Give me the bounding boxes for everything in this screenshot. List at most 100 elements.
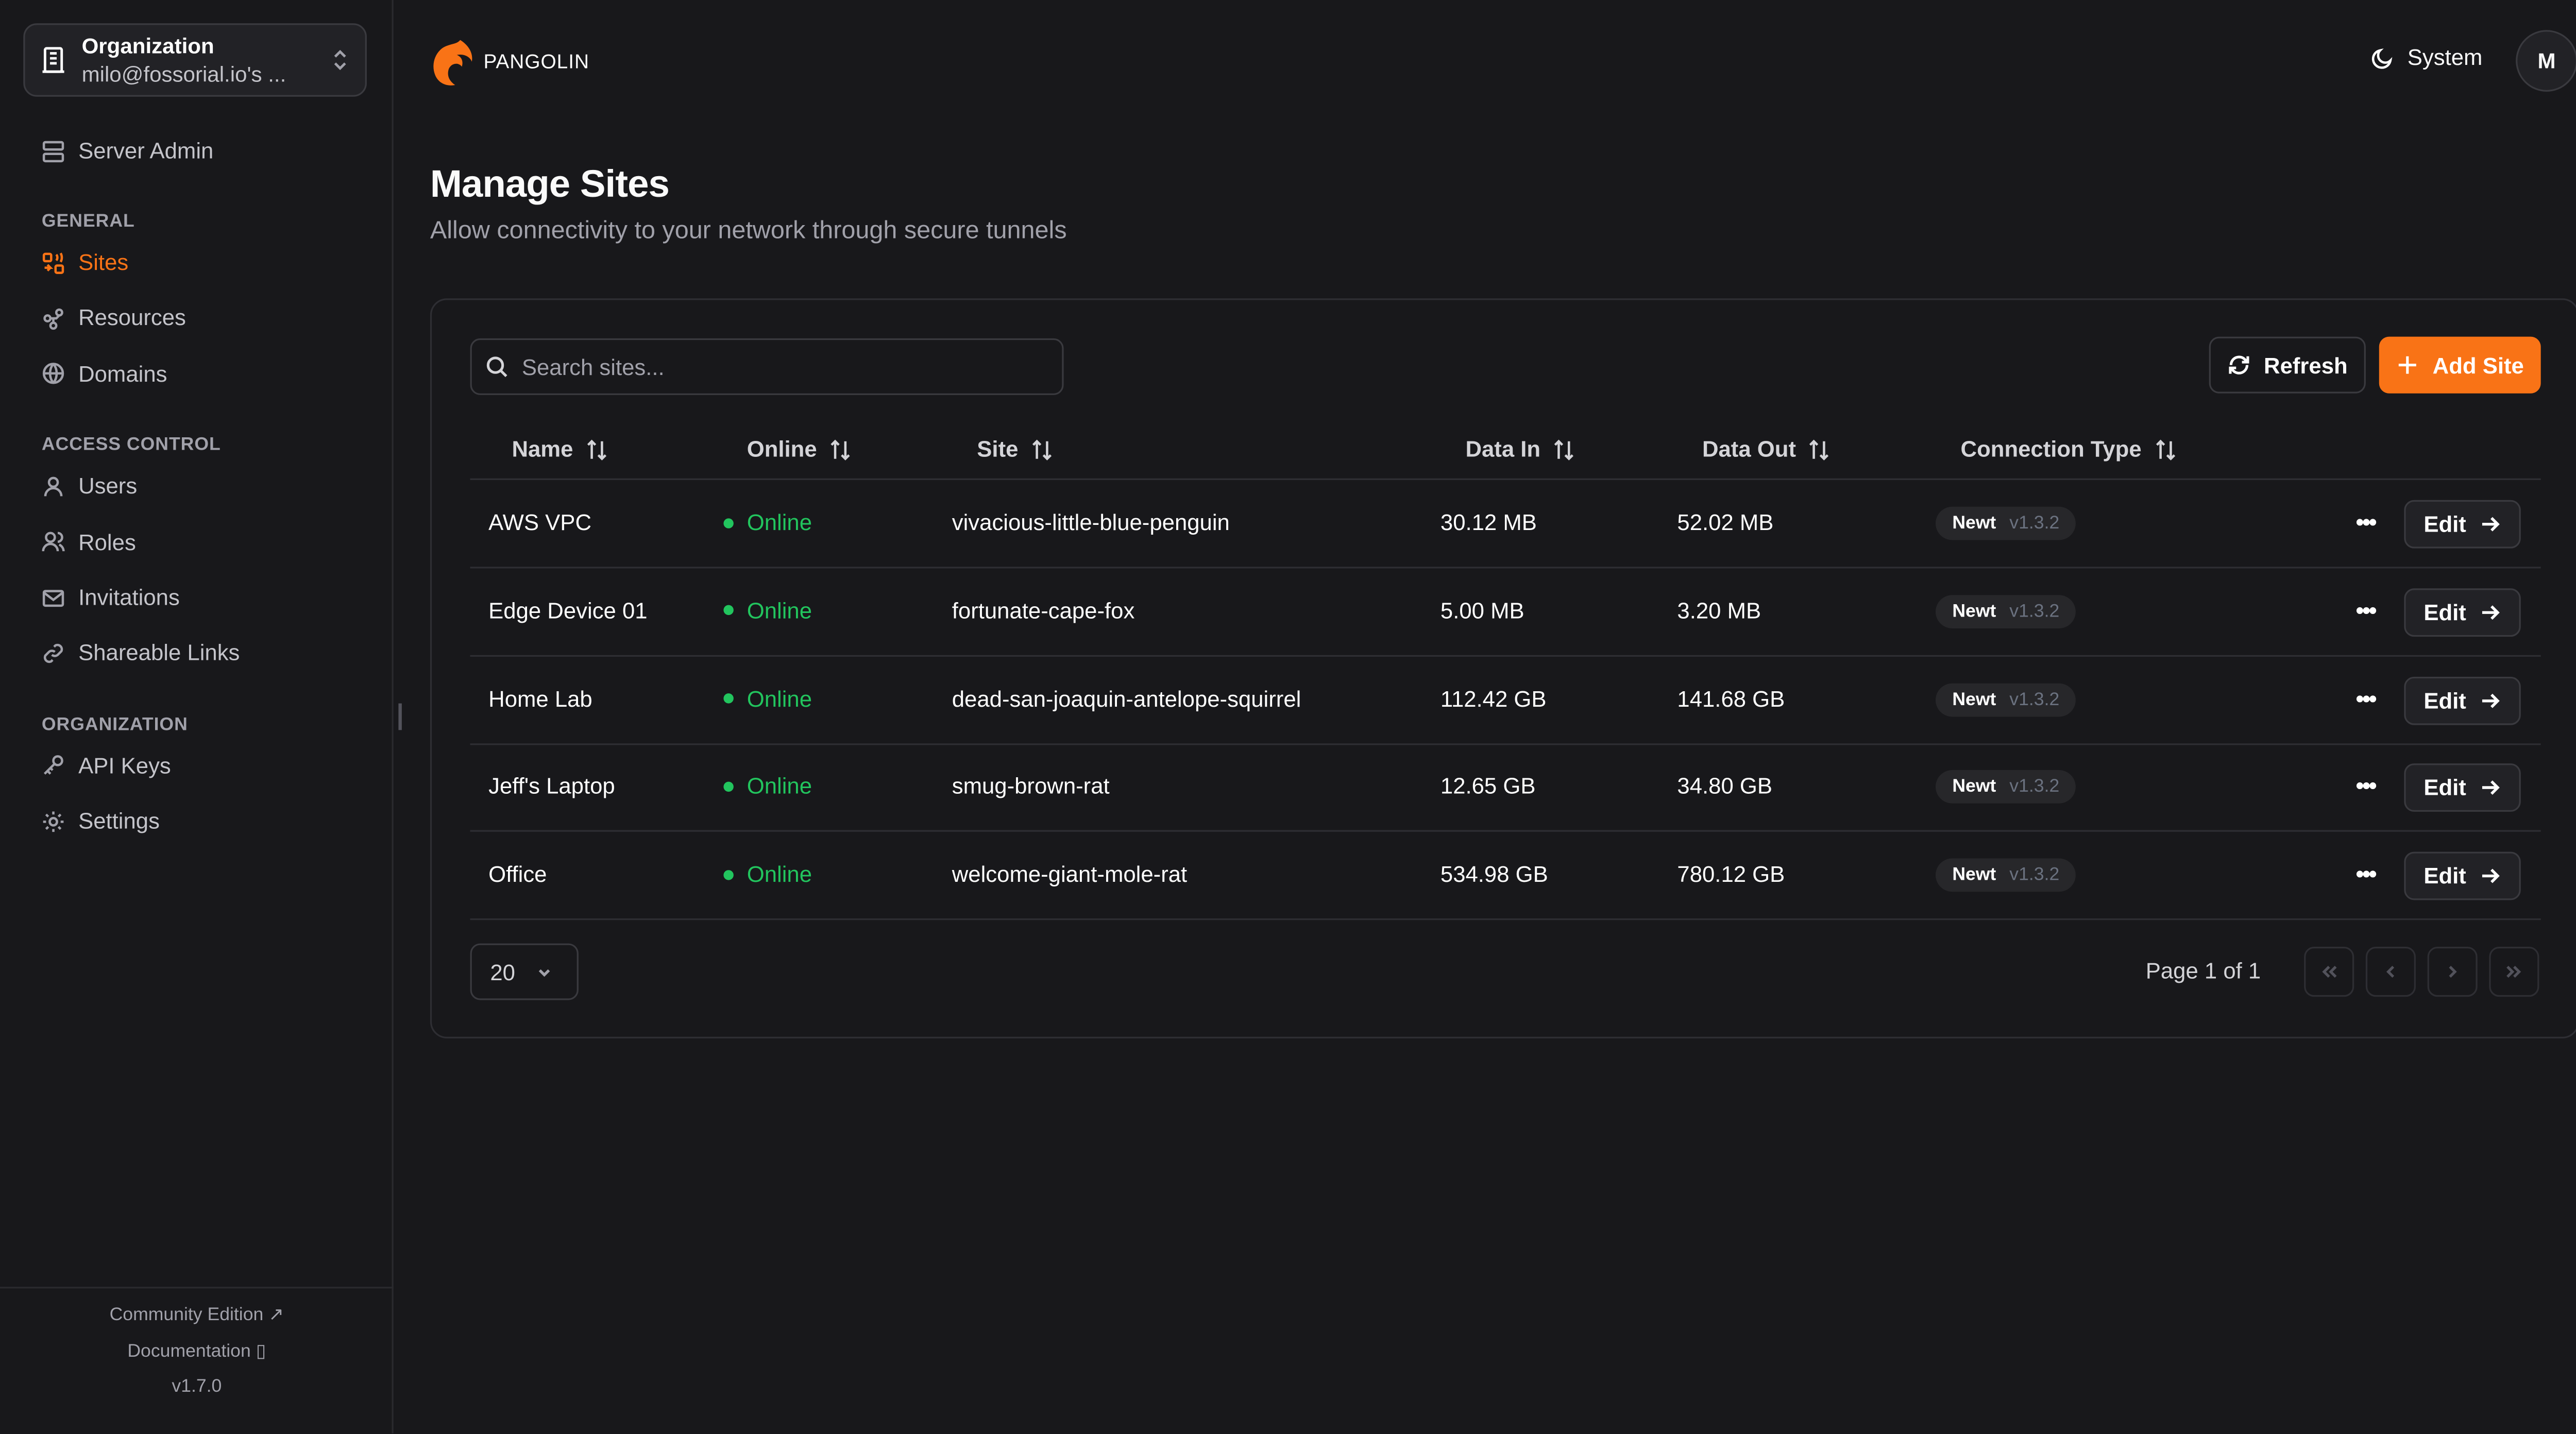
data-out: 3.20 MB (1677, 598, 1761, 623)
last-page-button[interactable] (2489, 947, 2539, 997)
user-icon (44, 476, 63, 496)
sidebar-item-domains[interactable]: Domains (42, 361, 167, 387)
status-badge: Online (723, 598, 812, 623)
sidebar-item-label: Settings (78, 809, 160, 834)
documentation-link[interactable]: Documentation ▯ (0, 1340, 394, 1362)
server-icon (42, 140, 64, 162)
section-general: GENERAL (41, 211, 135, 232)
connection-type: Newt (1952, 865, 1996, 885)
connection-type-badge: Newt v1.3.2 (1935, 771, 2076, 805)
sidebar-item-label: Users (78, 473, 138, 499)
status-dot-icon (723, 693, 734, 704)
site-id: welcome-giant-mole-rat (952, 862, 1188, 887)
sidebar-item-label: Domains (78, 361, 167, 387)
first-page-button[interactable] (2304, 947, 2354, 997)
add-site-label: Add Site (2432, 352, 2524, 378)
chevrons-up-down-icon (334, 49, 346, 71)
sidebar-item-label: Shareable Links (78, 640, 240, 666)
edit-label: Edit (2424, 863, 2466, 889)
column-label: Data In (1465, 436, 1541, 462)
sidebar-item-roles[interactable]: Roles (42, 530, 136, 554)
table-row: AWS VPC Online vivacious-little-blue-pen… (470, 480, 2541, 569)
search-icon (486, 356, 507, 378)
sort-icon (1554, 438, 1574, 460)
sites-icon (42, 251, 64, 274)
site-name: Office (488, 862, 547, 887)
connection-type: Newt (1952, 513, 1996, 534)
table-row: Office Online welcome-giant-mole-rat 534… (470, 832, 2541, 920)
page-size-select[interactable]: 20 (470, 943, 579, 1000)
more-actions-button[interactable]: ••• (2355, 860, 2377, 887)
edit-button[interactable]: Edit (2404, 588, 2521, 637)
avatar[interactable]: M (2516, 30, 2576, 92)
connection-type: Newt (1952, 601, 1996, 622)
connection-version: v1.3.2 (2009, 865, 2060, 885)
column-site[interactable]: Site (977, 437, 1053, 462)
column-online[interactable]: Online (747, 437, 852, 462)
sidebar-item-api-keys[interactable]: API Keys (42, 753, 171, 778)
sidebar-item-server-admin[interactable]: Server Admin (42, 139, 213, 163)
community-edition-link[interactable]: Community Edition ↗ (0, 1304, 394, 1325)
edit-button[interactable]: Edit (2404, 676, 2521, 725)
org-label: Organization (81, 33, 214, 59)
docs-label: Documentation (127, 1341, 251, 1362)
refresh-button[interactable]: Refresh (2209, 336, 2366, 394)
sidebar-item-settings[interactable]: Settings (42, 809, 160, 834)
prev-page-button[interactable] (2365, 947, 2416, 997)
sidebar-item-shareable-links[interactable]: Shareable Links (42, 640, 240, 666)
data-in: 112.42 GB (1440, 686, 1547, 711)
column-data-in[interactable]: Data In (1465, 437, 1575, 462)
sidebar-item-resources[interactable]: Resources (42, 305, 186, 331)
version-label: v1.7.0 (172, 1376, 222, 1397)
more-actions-button[interactable]: ••• (2355, 596, 2377, 623)
status-badge: Online (723, 774, 812, 799)
next-page-button[interactable] (2427, 947, 2478, 997)
connection-type-badge: Newt v1.3.2 (1935, 594, 2076, 628)
sidebar: Organization milo@fossorial.io's ... Serv… (0, 0, 394, 1433)
book-icon: ▯ (256, 1341, 266, 1362)
refresh-label: Refresh (2264, 352, 2348, 378)
more-actions-button[interactable]: ••• (2355, 772, 2377, 799)
column-data-out[interactable]: Data Out (1702, 437, 1831, 462)
theme-toggle[interactable]: System (2371, 45, 2483, 70)
status-badge: Online (723, 686, 812, 711)
chevrons-left-icon (2322, 966, 2337, 978)
sites-card: Search sites... Refresh Add Site Name Onl… (430, 298, 2576, 1039)
arrow-right-icon (2482, 517, 2500, 532)
sidebar-resize-handle[interactable] (398, 703, 402, 730)
connection-version: v1.3.2 (2009, 777, 2060, 798)
sort-icon (587, 438, 606, 460)
sort-icon (1809, 438, 1829, 460)
status-label: Online (747, 686, 812, 711)
org-selector[interactable]: Organization milo@fossorial.io's ... (23, 23, 367, 97)
sidebar-item-label: API Keys (78, 753, 171, 778)
sort-icon (831, 438, 850, 460)
page-subtitle: Allow connectivity to your network throu… (430, 216, 1067, 245)
gear-icon (43, 811, 64, 832)
add-site-button[interactable]: Add Site (2379, 336, 2541, 394)
sidebar-item-users[interactable]: Users (42, 474, 137, 499)
plus-icon (2399, 356, 2417, 374)
link-icon (43, 643, 63, 663)
status-label: Online (747, 598, 812, 623)
data-out: 141.68 GB (1677, 686, 1785, 711)
more-actions-button[interactable]: ••• (2355, 684, 2377, 711)
table-row: Edge Device 01 Online fortunate-cape-fox… (470, 568, 2541, 657)
sidebar-item-sites[interactable]: Sites (42, 250, 128, 275)
edit-button[interactable]: Edit (2404, 852, 2521, 901)
resources-icon (43, 308, 63, 330)
sidebar-item-invitations[interactable]: Invitations (42, 585, 180, 610)
search-input[interactable]: Search sites... (470, 338, 1064, 395)
edit-button[interactable]: Edit (2404, 500, 2521, 549)
edit-button[interactable]: Edit (2404, 764, 2521, 813)
site-id: smug-brown-rat (952, 774, 1110, 799)
column-connection-type[interactable]: Connection Type (1961, 437, 2177, 462)
building-icon (42, 47, 64, 73)
section-organization: ORGANIZATION (41, 714, 188, 735)
brand-name: PANGOLIN (483, 50, 590, 74)
column-name[interactable]: Name (512, 437, 608, 462)
theme-label: System (2407, 45, 2483, 70)
users-icon (42, 532, 65, 552)
site-id: fortunate-cape-fox (952, 598, 1135, 623)
more-actions-button[interactable]: ••• (2355, 508, 2377, 535)
